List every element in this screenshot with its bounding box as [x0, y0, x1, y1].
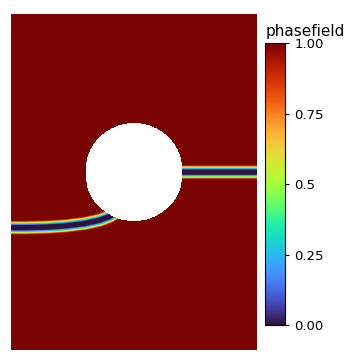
Text: phasefield: phasefield [265, 25, 345, 39]
